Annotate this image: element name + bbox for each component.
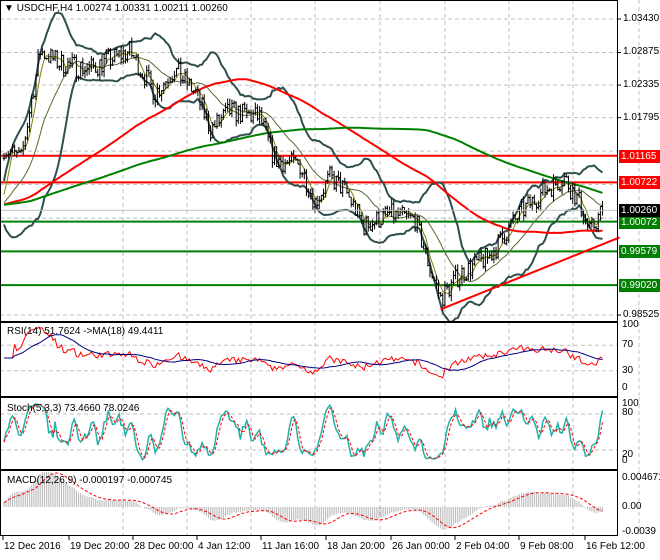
bollinger-upper [3,11,604,264]
stoch-title: Stoch(5,3,3) 73.4660 78.0246 [7,403,140,414]
time-axis-label: 12 Dec 2016 [4,541,61,552]
panel-border [0,470,618,536]
price-axis-label: 1.03430 [623,13,660,24]
stoch-main-line [3,403,604,461]
panel-border [0,397,618,470]
stoch-signal-line [3,404,603,460]
level-price-tag: 1.00072 [619,215,660,229]
ma-20 [3,57,603,283]
panel-border [0,0,618,322]
bollinger-lower [3,72,603,321]
macd-axis-label: 0.004671 [622,472,660,483]
macd-title: MACD(12,26,9) -0.000197 -0.000745 [7,475,173,486]
ohlc-close: 1.00260 [191,3,228,14]
time-axis-label: 19 Dec 20:00 [70,541,130,552]
ma-slow [3,126,603,206]
price-axis-label: 1.02335 [623,79,660,91]
ohlc-low: 1.00211 [153,3,189,14]
ma-mid [3,78,603,235]
rsi-axis-label: 0 [622,382,628,393]
current-price-tag: 1.00260 [619,204,660,218]
time-axis-label: 11 Jan 16:00 [262,541,320,552]
panel-border [0,322,618,397]
symbol-label: USDCHF,H4 [16,3,73,14]
time-axis-label: 16 Feb 12:00 [586,541,645,552]
macd-signal-line [3,472,603,529]
level-price-tag: 1.00722 [619,176,660,190]
time-axis-label: 2 Feb 04:00 [456,541,510,552]
rsi-axis-label: 100 [622,319,639,330]
price-axis-label: 1.01795 [623,111,660,123]
rsi-axis-label: 70 [622,339,634,350]
time-axis-label: 26 Jan 00:00 [392,541,450,552]
macd-axis-label: 0.00 [622,501,642,512]
chart-header: ▼ USDCHF,H4 1.00274 1.00331 1.00211 1.00… [4,3,228,14]
ma-fast [3,51,603,295]
macd-axis-label: -0.0039 [622,526,656,537]
ohlc-high: 1.00331 [114,3,151,14]
time-axis-label: 28 Dec 00:00 [134,541,194,552]
stoch-axis-label: 80 [622,407,634,418]
level-price-tag: 0.99020 [619,279,660,293]
stoch-axis-label: 20 [622,449,634,460]
time-axis-label: 9 Feb 08:00 [520,541,574,552]
trend-line [440,236,620,311]
time-axis-label: 18 Jan 20:00 [327,541,385,552]
time-axis-label: 4 Jan 12:00 [198,541,251,552]
price-axis-label: 0.98525 [623,309,660,321]
level-price-tag: 1.01165 [619,149,660,163]
ohlc-open: 1.00274 [75,3,112,14]
level-price-tag: 0.99579 [619,245,660,259]
price-axis-label: 1.02875 [623,46,660,58]
rsi-axis-label: 30 [622,365,634,376]
rsi-title: RSI(14) 51.7624 ->MA(18) 49.4411 [7,326,164,337]
rsi-ma-line [4,334,603,371]
dropdown-triangle-icon[interactable]: ▼ [4,3,14,14]
stoch-axis-label: 0 [622,455,628,466]
stoch-axis-label: 100 [622,398,639,409]
